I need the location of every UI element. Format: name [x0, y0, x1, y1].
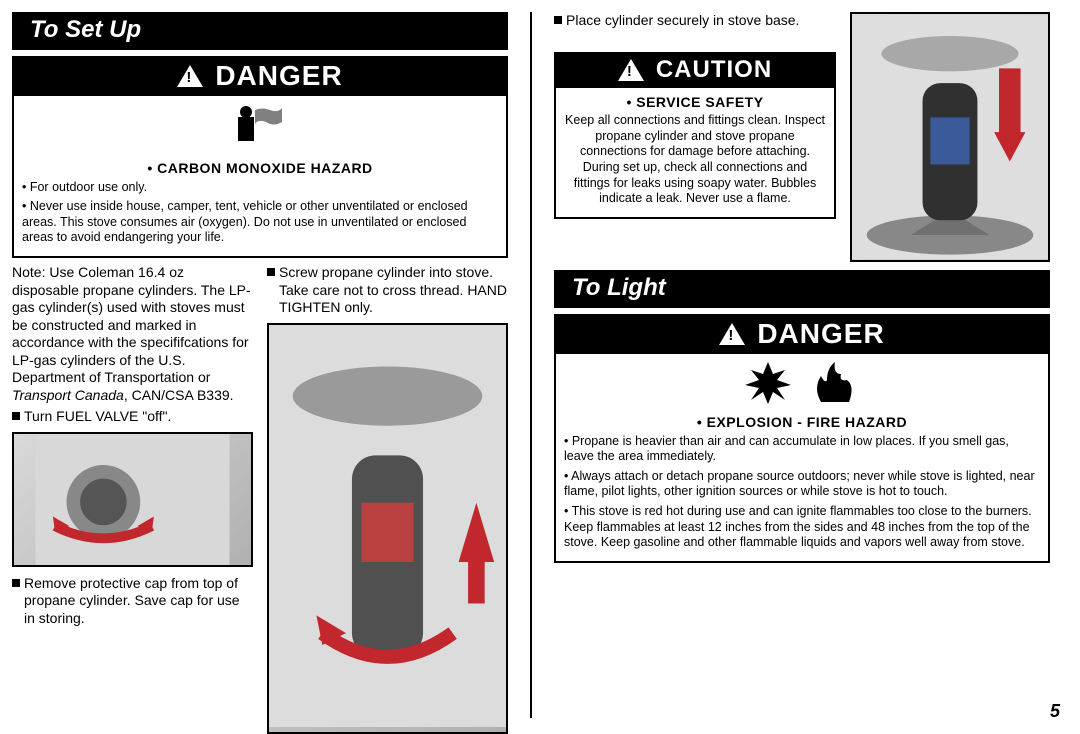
fire-icon: [807, 360, 861, 404]
co-hazard-icon: [14, 96, 506, 154]
step-screw-cylinder: Screw propane cylinder into stove. Take …: [267, 264, 508, 321]
caution-header: CAUTION: [556, 54, 834, 88]
warning-triangle-icon: [618, 59, 644, 81]
right-column: Place cylinder securely in stove base. C…: [554, 12, 1050, 718]
danger-header-2: DANGER: [556, 316, 1048, 354]
place-in-base-image: [850, 12, 1050, 262]
square-bullet-icon: [12, 412, 20, 420]
co-line-2: • Never use inside house, camper, tent, …: [22, 199, 498, 246]
danger-header: DANGER: [14, 58, 506, 96]
ef-line-1: • Propane is heavier than air and can ac…: [564, 434, 1040, 465]
step-turn-off: Turn FUEL VALVE "off".: [12, 408, 253, 430]
caution-label: CAUTION: [656, 56, 772, 84]
square-bullet-icon: [12, 579, 20, 587]
service-safety-body: Keep all connections and fittings clean.…: [564, 113, 826, 207]
left-subcol-a: Note: Use Coleman 16.4 oz disposable pro…: [12, 264, 253, 734]
step-remove-cap: Remove protective cap from top of propan…: [12, 575, 253, 632]
co-line-1: • For outdoor use only.: [22, 180, 498, 196]
left-subcol-b: Screw propane cylinder into stove. Take …: [267, 264, 508, 734]
danger-box-carbon-monoxide: DANGER • CARBON MONOXIDE HAZARD • For ou…: [12, 56, 508, 258]
danger-box-explosion-fire: DANGER • EXPLOSION - FIRE HAZARD • Propa…: [554, 314, 1050, 563]
service-safety-title: • SERVICE SAFETY: [564, 94, 826, 112]
ef-line-3: • This stove is red hot during use and c…: [564, 504, 1040, 551]
caution-box-service-safety: CAUTION • SERVICE SAFETY Keep all connec…: [554, 52, 836, 219]
warning-triangle-icon: [177, 65, 203, 87]
screw-cylinder-image: [267, 323, 508, 734]
explosion-icon: [743, 360, 793, 404]
co-hazard-title: • CARBON MONOXIDE HAZARD: [22, 160, 498, 178]
danger-label-2: DANGER: [757, 318, 884, 350]
section-header-light: To Light: [554, 270, 1050, 308]
cylinder-note: Note: Use Coleman 16.4 oz disposable pro…: [12, 264, 253, 404]
square-bullet-icon: [267, 268, 275, 276]
warning-triangle-icon: [719, 323, 745, 345]
step-place-cylinder: Place cylinder securely in stove base.: [554, 12, 836, 34]
left-column: To Set Up DANGER • CARBON MONOXIDE HAZAR…: [12, 12, 508, 718]
danger-label: DANGER: [215, 60, 342, 92]
ef-line-2: • Always attach or detach propane source…: [564, 469, 1040, 500]
page-number: 5: [1050, 701, 1060, 722]
fuel-valve-image: [12, 432, 253, 567]
explosion-fire-title: • EXPLOSION - FIRE HAZARD: [564, 414, 1040, 432]
square-bullet-icon: [554, 16, 562, 24]
column-divider: [530, 12, 532, 718]
explosion-fire-icons: [556, 354, 1048, 408]
section-header-setup: To Set Up: [12, 12, 508, 50]
